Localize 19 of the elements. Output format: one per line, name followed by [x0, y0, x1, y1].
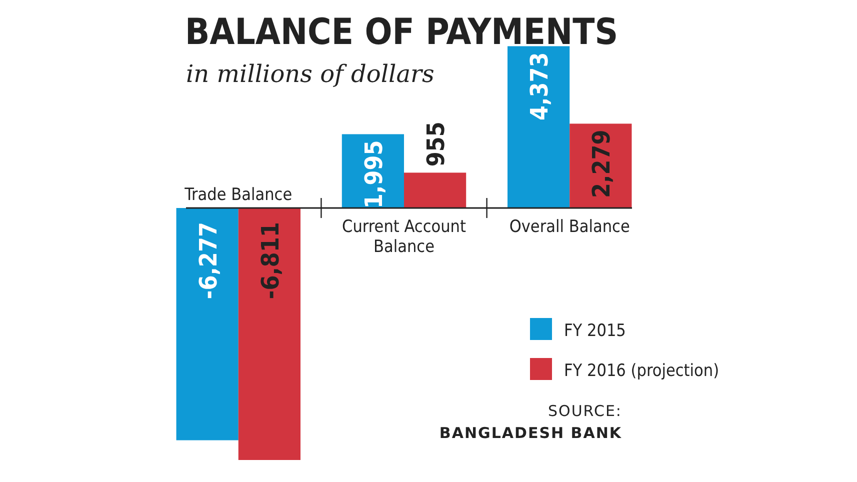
data-label: 4,373	[526, 52, 554, 120]
data-label: 955	[422, 122, 450, 167]
chart-title: BALANCE OF PAYMENTS	[185, 12, 618, 53]
bar	[508, 46, 570, 208]
annotation: BANGLADESH BANK	[439, 424, 622, 442]
bar	[404, 172, 466, 208]
bar	[176, 208, 238, 440]
x-tick-label: Current Account Balance	[342, 217, 466, 257]
text: in millions of dollars	[186, 60, 434, 88]
data-label: -6,811	[256, 222, 284, 300]
legend-label: FY 2016 (projection)	[564, 361, 720, 381]
annotation: SOURCE:	[548, 402, 622, 420]
x-tick-label: Overall Balance	[509, 217, 630, 237]
bar	[238, 208, 300, 460]
data-label: -6,277	[194, 222, 222, 300]
data-label: 2,279	[588, 130, 616, 198]
x-tick-label: Trade Balance	[184, 185, 292, 205]
legend-label: FY 2015	[564, 321, 626, 341]
data-label: 1,995	[360, 140, 388, 208]
